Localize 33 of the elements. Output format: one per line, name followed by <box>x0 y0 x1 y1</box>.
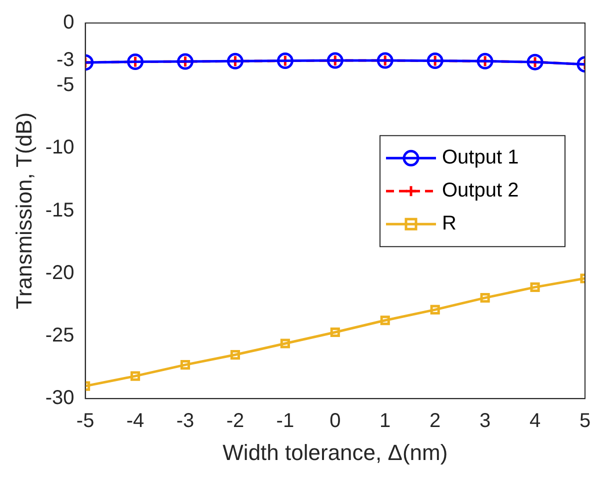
x-tick-label: -2 <box>226 410 244 432</box>
x-tick-label: 5 <box>579 410 591 432</box>
y-axis-title: Transmission, T(dB) <box>11 112 36 310</box>
point <box>530 282 540 292</box>
y-tick-label: -20 <box>45 262 74 284</box>
x-tick-label: 4 <box>529 410 541 432</box>
y-tick-label: 0 <box>63 12 74 34</box>
x-tick-label: 0 <box>330 410 341 432</box>
y-tick-label: -5 <box>56 74 74 96</box>
y-tick-label: -30 <box>45 387 74 410</box>
point <box>430 304 440 314</box>
point <box>330 327 340 338</box>
point <box>230 350 240 360</box>
y-tick-label: -25 <box>45 324 74 347</box>
point <box>130 371 140 381</box>
x-tick-label: 2 <box>430 410 441 432</box>
x-tick-label: -1 <box>276 410 294 432</box>
point <box>380 316 390 326</box>
x-axis-title: Width tolerance, Δ(nm) <box>222 440 448 465</box>
point <box>480 293 490 303</box>
x-tick-label: -3 <box>176 410 194 432</box>
legend-label: R <box>442 212 456 235</box>
y-tick-label: -3 <box>56 49 74 72</box>
legend-label: Output 1 <box>442 146 519 169</box>
point <box>180 360 190 370</box>
x-tick-label: -5 <box>76 410 94 432</box>
y-tick-label: -10 <box>45 136 74 159</box>
point <box>280 338 290 348</box>
y-tick-label: -15 <box>45 199 74 222</box>
x-tick-label: 1 <box>380 410 391 432</box>
x-tick-label: -4 <box>126 410 144 432</box>
x-tick-label: 3 <box>480 410 491 432</box>
legend-label: Output 2 <box>442 180 519 202</box>
